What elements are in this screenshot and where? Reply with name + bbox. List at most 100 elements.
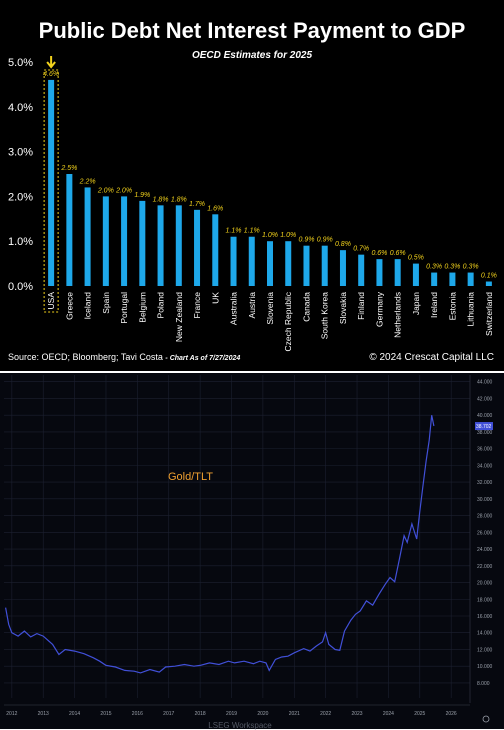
data-label: 0.9% [317, 237, 333, 244]
y-tick-label: 16.000 [477, 614, 493, 620]
data-label: 0.5% [408, 255, 424, 262]
data-label: 4.6% [43, 71, 59, 78]
y-tick-label: 20.000 [477, 581, 493, 587]
chart-subtitle: OECD Estimates for 2025 [191, 50, 313, 61]
y-tick-label: 30.000 [477, 497, 493, 503]
top-chart-panel: Public Debt Net Interest Payment to GDP … [0, 0, 504, 371]
data-label: 1.9% [134, 192, 150, 199]
bar [449, 272, 456, 286]
x-tick-label: Finland [356, 292, 366, 320]
bar [230, 236, 237, 286]
x-tick-label: Switzerland [484, 292, 494, 336]
x-tick-label: Slovenia [265, 292, 275, 325]
x-tick-label: 2026 [446, 711, 457, 717]
bar [248, 236, 255, 286]
data-label: 1.8% [171, 196, 187, 203]
x-tick-label: 2020 [257, 711, 268, 717]
data-label: 1.1% [244, 228, 260, 235]
x-tick-label: Austria [247, 292, 257, 319]
bar [48, 79, 55, 286]
bar [102, 196, 109, 286]
data-label: 1.0% [262, 232, 278, 239]
x-tick-label: South Korea [320, 292, 330, 340]
bar [285, 241, 292, 286]
x-tick-label: 2014 [69, 711, 80, 717]
data-label: 0.1% [481, 273, 497, 280]
as-of-text: - Chart As of 7/27/2024 [165, 355, 241, 362]
current-value-label: 38.702 [476, 424, 492, 430]
y-tick-label: 14.000 [477, 631, 493, 637]
x-tick-label: USA [46, 292, 56, 310]
bar [467, 272, 474, 286]
bar-chart: 0.0% 1.0% 2.0% 3.0% 4.0% 5.0% 4.6% USA 2.5% Greec… [8, 56, 497, 352]
data-label: 0.3% [463, 264, 479, 271]
data-label: 1.0% [280, 232, 296, 239]
data-label: 0.7% [353, 246, 369, 253]
bottom-chart-panel: 8.000 10.000 12.000 14.000 16.000 18.000 20.00… [0, 373, 504, 730]
x-tick-label: 2024 [383, 711, 394, 717]
data-label: 0.6% [371, 250, 387, 257]
footer-text: LSEG Workspace [208, 721, 272, 730]
y-tick-label: 22.000 [477, 564, 493, 570]
line-chart: 8.000 10.000 12.000 14.000 16.000 18.000 20.00… [4, 375, 493, 723]
y-tick-label: 28.000 [477, 514, 493, 520]
y-tick-label: 34.000 [477, 463, 493, 469]
bar [485, 281, 492, 286]
x-tick-label: France [192, 292, 202, 319]
data-label: 0.8% [335, 241, 351, 248]
series-label: Gold/TLT [168, 471, 214, 483]
data-label: 2.2% [79, 178, 96, 185]
y-tick-label: 44.000 [477, 380, 493, 386]
bar [394, 259, 401, 286]
y-tick-label: 8.000 [477, 681, 490, 687]
y-tick-label: 4.0% [8, 102, 33, 114]
bar [358, 254, 365, 286]
x-tick-label: Ireland [429, 292, 439, 318]
x-tick-label: Poland [156, 292, 166, 319]
x-tick-label: 2015 [100, 711, 111, 717]
x-tick-label: 2025 [414, 711, 425, 717]
data-label: 2.5% [60, 165, 77, 172]
current-value-tag [475, 422, 493, 431]
x-tick-label: Belgium [137, 292, 147, 323]
x-tick-label: Japan [411, 292, 421, 315]
y-tick-label: 40.000 [477, 413, 493, 419]
bar [157, 205, 164, 286]
copyright-text: © 2024 Crescat Capital LLC [369, 352, 494, 363]
data-label: 1.7% [189, 201, 205, 208]
bar [84, 187, 91, 286]
data-label: 1.6% [207, 205, 223, 212]
bar [303, 245, 310, 286]
y-tick-label: 5.0% [8, 57, 33, 69]
bar [121, 196, 128, 286]
data-label: 0.3% [426, 264, 442, 271]
x-tick-label: Greece [64, 292, 74, 320]
data-label: 2.0% [97, 187, 114, 194]
x-tick-label: 2018 [195, 711, 206, 717]
x-tick-label: Australia [229, 292, 239, 325]
x-tick-label: Czech Republic [283, 291, 293, 351]
settings-icon [482, 715, 490, 723]
x-tick-label: Lithuania [466, 292, 476, 327]
bar [376, 259, 383, 286]
bar [194, 209, 201, 286]
source-note: Source: OECD; Bloomberg; Tavi Costa - Ch… [8, 352, 240, 362]
data-label: 1.1% [226, 228, 242, 235]
y-tick-label: 12.000 [477, 647, 493, 653]
bar [339, 250, 346, 286]
y-tick-label: 2.0% [8, 191, 33, 203]
y-tick-label: 36.000 [477, 447, 493, 453]
x-tick-label: Canada [301, 292, 311, 322]
x-tick-label: 2016 [132, 711, 143, 717]
data-label: 2.0% [115, 187, 132, 194]
bar [321, 245, 328, 286]
x-tick-label: Germany [374, 291, 384, 327]
x-tick-label: UK [210, 292, 220, 304]
bar [175, 205, 182, 286]
x-tick-label: Iceland [83, 292, 93, 320]
x-tick-label: Estonia [447, 292, 457, 321]
y-tick-label: 42.000 [477, 396, 493, 402]
data-label: 0.3% [444, 264, 460, 271]
x-tick-label: 2022 [320, 711, 331, 717]
bar [412, 263, 419, 286]
